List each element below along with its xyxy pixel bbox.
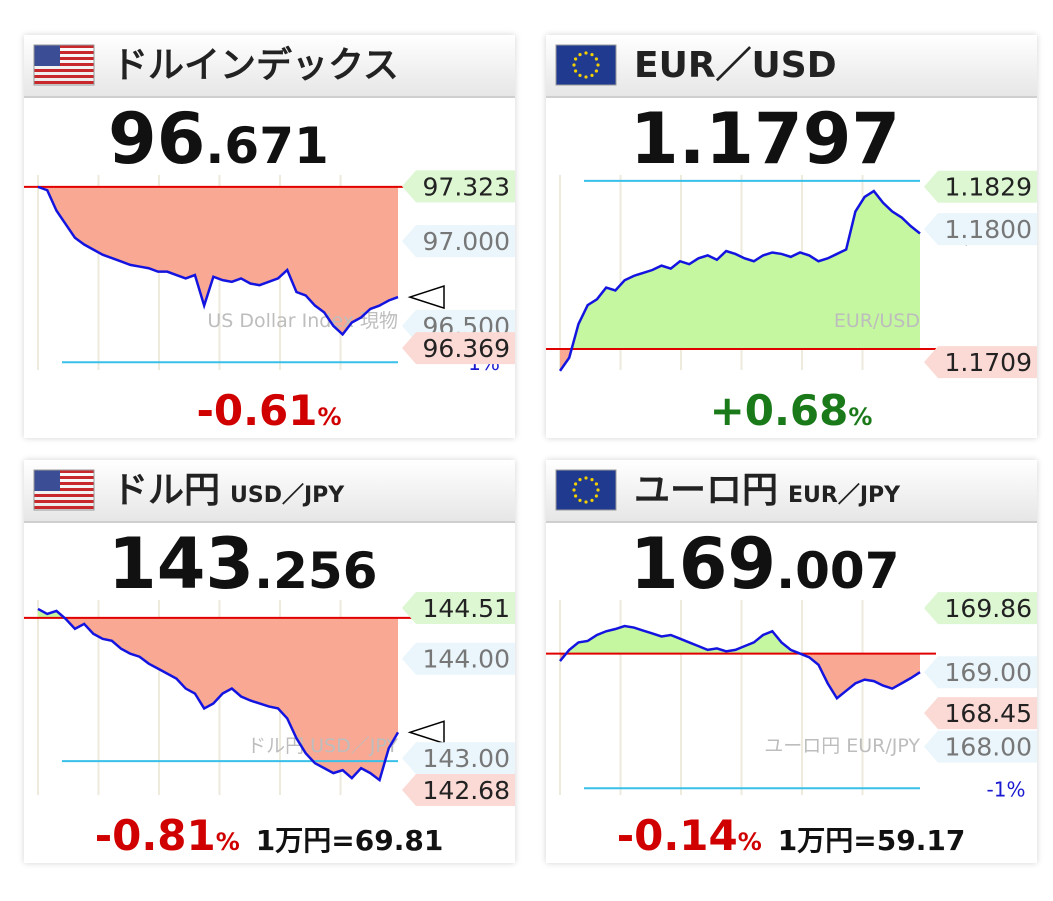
title-text: EUR／USD (634, 45, 837, 86)
tick-label-bg (924, 730, 1037, 763)
chart-watermark: EUR/USD (834, 310, 920, 332)
panel-title: ドル円 USD／JPY (112, 470, 345, 511)
current-marker (407, 720, 445, 745)
change: -0.81% 1万円=69.81 (95, 811, 444, 860)
low-label: 142.68 (423, 776, 510, 805)
change-unit: % (216, 828, 240, 856)
price-line (558, 189, 921, 372)
panel-title: ドルインデックス (112, 44, 399, 86)
quote-panel: EUR／USD1.1797EUR/USD1%1.18001.18291.1709… (546, 35, 1037, 438)
loss-area (560, 653, 920, 699)
tick-label-bg (924, 213, 1037, 246)
change-unit: % (318, 403, 342, 431)
tick-label-bg (924, 656, 1037, 689)
header-bar (24, 35, 515, 97)
low-label: 168.45 (945, 699, 1032, 728)
one-percent-label: -1% (987, 777, 1026, 801)
change: -0.14% 1万円=59.17 (617, 811, 966, 860)
quote-panel: ユーロ円 EUR／JPY 169.007 ユーロ円 EUR/JPY -1% 169.00 1… (546, 460, 1037, 863)
low-label-bg (924, 346, 1037, 379)
change-value: -0.14 (617, 811, 738, 860)
low-label: 1.1709 (945, 348, 1032, 377)
tick-label-bg (402, 642, 515, 675)
flag (33, 469, 95, 511)
tick-label: 97.000 (423, 227, 510, 256)
change-value: +0.68 (710, 386, 849, 435)
price-main: 1.1797 (630, 98, 900, 180)
flag (33, 44, 95, 86)
header-bar (546, 35, 1037, 97)
conversion: 1万円=69.81 (256, 824, 444, 857)
price-fraction: .256 (254, 542, 377, 600)
chart-watermark: ドル円 USD／JPY (247, 735, 398, 757)
price-main: 169 (630, 523, 776, 605)
title-text: ドル円 (112, 470, 220, 511)
change: -0.61% (196, 386, 341, 435)
title-text: ドルインデックス (112, 44, 399, 86)
tick-label: 168.00 (945, 733, 1032, 762)
high-label-bg (402, 170, 515, 203)
tick-label: 143.00 (423, 744, 510, 773)
price-line (37, 185, 399, 337)
header-bar (24, 460, 515, 522)
price: 96.671 (108, 98, 329, 180)
high-label: 144.51 (423, 594, 510, 623)
panel-title: ユーロ円 EUR／JPY (634, 470, 901, 511)
price-fraction: .671 (205, 117, 328, 175)
change-value: -0.81 (95, 811, 216, 860)
price-line (559, 624, 921, 701)
low-label-bg (402, 774, 515, 807)
tick-label-bg (402, 742, 515, 775)
change: +0.68% (710, 386, 873, 435)
tick-label: 169.00 (945, 658, 1032, 687)
high-label: 1.1829 (945, 173, 1032, 202)
change-unit: % (848, 403, 872, 431)
tick-label: 1.1800 (945, 215, 1032, 244)
subtitle-text: USD／JPY (230, 483, 345, 508)
high-label-bg (924, 592, 1037, 625)
price: 1.1797 (630, 98, 900, 180)
chart-watermark: US Dollar Index 現物 (207, 310, 398, 332)
price-line (37, 607, 400, 783)
tick-label-bg (402, 225, 515, 258)
panel-title: EUR／USD (634, 45, 837, 86)
conversion: 1万円=59.17 (778, 824, 966, 857)
high-label: 169.86 (945, 594, 1032, 623)
gain-area (560, 191, 920, 349)
price: 169.007 (630, 523, 900, 605)
panel-canvas: ユーロ円 EUR／JPY 169.007 ユーロ円 EUR/JPY -1% 169.00 1… (546, 460, 1037, 860)
current-marker (407, 285, 445, 310)
flag (555, 469, 617, 511)
header-bar (546, 460, 1037, 522)
price-fraction: .007 (776, 542, 899, 600)
chart-watermark: ユーロ円 EUR/JPY (764, 735, 920, 757)
low-label-bg (402, 332, 515, 365)
tick-label: 144.00 (423, 645, 510, 674)
change-value: -0.61 (196, 386, 317, 435)
price: 143.256 (108, 523, 378, 605)
subtitle-text: EUR／JPY (788, 483, 901, 508)
price-main: 96 (108, 98, 205, 180)
change-unit: % (738, 828, 762, 856)
low-label-bg (924, 697, 1037, 730)
high-label-bg (402, 591, 515, 624)
quote-panel: ドル円 USD／JPY 143.256 ドル円 USD／JPY 144.00 143.00… (24, 460, 515, 863)
high-label: 97.323 (423, 172, 510, 201)
title-text: ユーロ円 (634, 470, 778, 511)
price-main: 143 (108, 523, 254, 605)
panel-canvas: ドル円 USD／JPY 143.256 ドル円 USD／JPY 144.00 143.00… (24, 460, 515, 860)
high-label-bg (924, 170, 1037, 203)
low-label: 96.369 (423, 334, 510, 363)
loss-area (38, 617, 398, 781)
panel-canvas: EUR／USD1.1797EUR/USD1%1.18001.18291.1709… (546, 35, 1037, 435)
flag (555, 44, 617, 86)
